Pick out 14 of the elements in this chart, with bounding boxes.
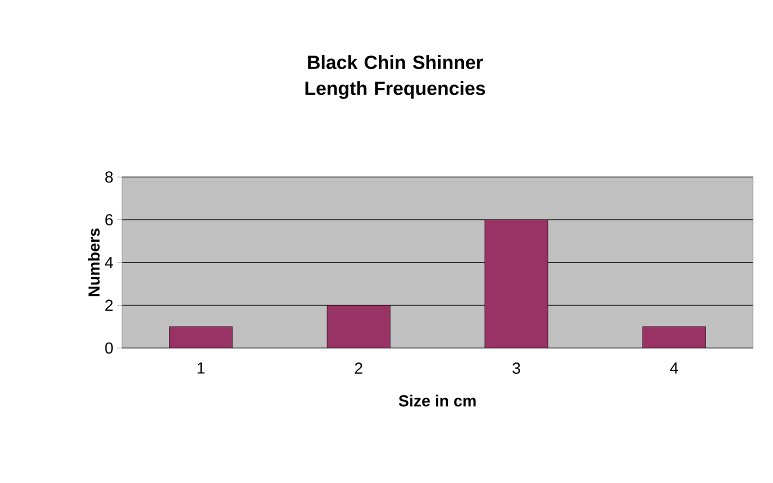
bar: [169, 326, 233, 348]
y-tick-label: 8: [105, 171, 113, 183]
x-tick-label: 1: [198, 362, 205, 374]
y-tick-label: 6: [105, 214, 113, 226]
x-tick-label: 2: [354, 362, 362, 374]
chart-title: Black Chin Shinner Length Frequencies: [305, 55, 486, 99]
x-tick-label: 4: [670, 362, 678, 374]
y-axis-title: Numbers: [88, 228, 100, 296]
y-tick-label: 4: [104, 256, 113, 268]
bar: [642, 326, 706, 348]
x-axis-title: Size in cm: [398, 394, 476, 406]
y-tick-label: 2: [105, 300, 113, 311]
x-tick-label: 3: [512, 362, 520, 374]
y-tick-label: 0: [105, 342, 113, 354]
